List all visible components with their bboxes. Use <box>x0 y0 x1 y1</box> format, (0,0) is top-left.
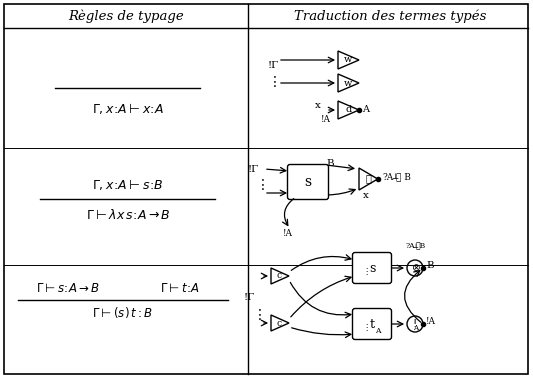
Text: $\Gamma \vdash (s)\,t : B$: $\Gamma \vdash (s)\,t : B$ <box>93 305 154 319</box>
Text: $\Gamma, x\!:\!A \vdash x\!:\!A$: $\Gamma, x\!:\!A \vdash x\!:\!A$ <box>92 101 164 116</box>
Text: !Γ: !Γ <box>268 62 279 71</box>
Text: B: B <box>326 158 334 167</box>
Text: !A: !A <box>321 115 331 124</box>
Text: !Γ: !Γ <box>248 164 259 174</box>
Text: Règles de typage: Règles de typage <box>68 9 184 23</box>
FancyBboxPatch shape <box>352 308 392 339</box>
Text: ⋮: ⋮ <box>256 178 270 192</box>
Text: !A: !A <box>426 318 436 327</box>
Text: !: ! <box>413 319 417 329</box>
Text: $\Gamma \vdash s\!:\!A \rightarrow B$: $\Gamma \vdash s\!:\!A \rightarrow B$ <box>36 282 100 294</box>
Text: ⋮: ⋮ <box>253 308 267 322</box>
Text: B: B <box>426 262 434 271</box>
Text: ⋮: ⋮ <box>268 75 282 89</box>
Text: ℘B: ℘B <box>416 242 426 250</box>
Text: ⊥: ⊥ <box>412 243 418 248</box>
Text: c: c <box>277 271 281 280</box>
Text: w: w <box>344 79 353 87</box>
Text: ℘: ℘ <box>366 175 372 183</box>
Text: Traduction des termes typés: Traduction des termes typés <box>294 9 486 23</box>
Text: w: w <box>344 56 353 65</box>
Text: $\Gamma, x\!:\!A \vdash s\!:\!B$: $\Gamma, x\!:\!A \vdash s\!:\!B$ <box>92 178 164 192</box>
Text: ⊗: ⊗ <box>410 263 419 273</box>
Text: x: x <box>363 191 369 200</box>
Text: ℘ B: ℘ B <box>396 172 411 181</box>
FancyBboxPatch shape <box>287 164 328 200</box>
Text: ⊥: ⊥ <box>391 173 398 181</box>
Text: s: s <box>369 262 375 274</box>
Text: ?A: ?A <box>382 172 393 181</box>
Text: s: s <box>304 175 312 189</box>
Text: !Γ: !Γ <box>244 293 255 302</box>
Text: c: c <box>277 319 281 327</box>
Text: ?A: ?A <box>405 242 415 250</box>
FancyBboxPatch shape <box>352 253 392 284</box>
Text: A: A <box>414 324 418 332</box>
Text: d: d <box>345 105 352 115</box>
Text: A: A <box>375 327 381 335</box>
Text: t: t <box>369 318 375 330</box>
Text: !A: !A <box>283 228 293 237</box>
Text: $\Gamma \vdash t\!:\!A$: $\Gamma \vdash t\!:\!A$ <box>160 282 200 294</box>
Text: A: A <box>362 104 369 113</box>
Text: ⋮: ⋮ <box>363 267 371 276</box>
Text: $\Gamma \vdash \lambda x\,s\!:\!A \rightarrow B$: $\Gamma \vdash \lambda x\,s\!:\!A \right… <box>86 208 171 222</box>
Text: x: x <box>315 102 321 110</box>
Text: ⋮: ⋮ <box>363 324 371 332</box>
